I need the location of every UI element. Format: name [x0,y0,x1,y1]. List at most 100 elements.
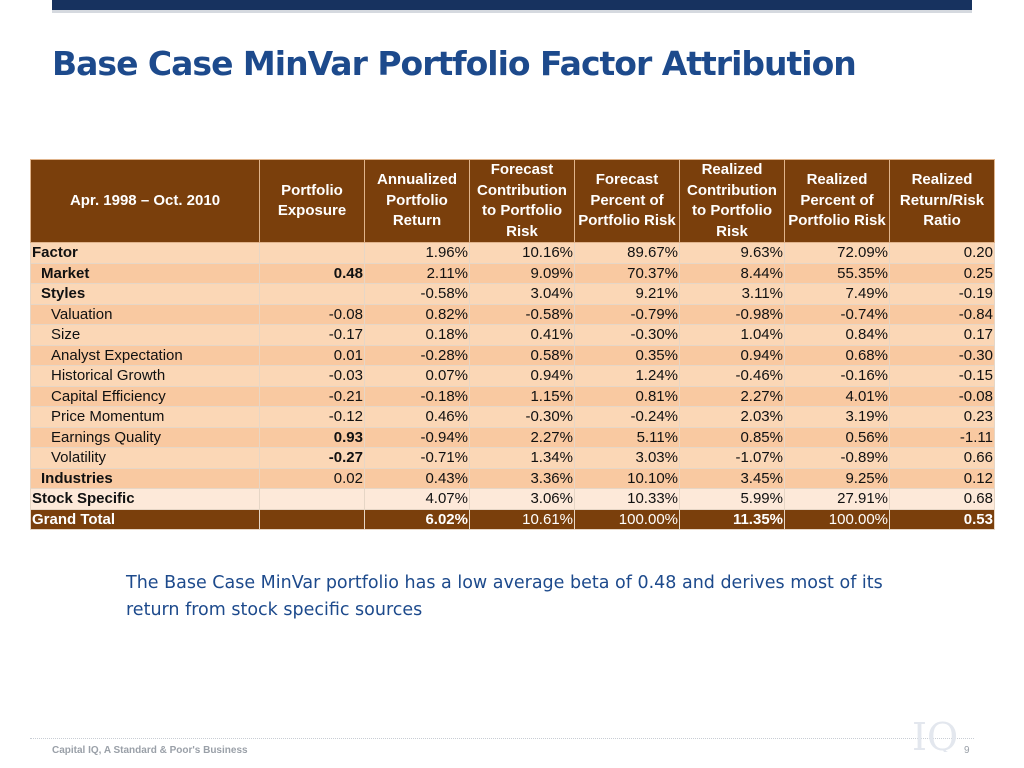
row-label: Volatility [30,447,260,469]
table-row: Volatility -0.27 -0.71% 1.34% 3.03% -1.07% -0.… [30,447,995,469]
header-forecast-percent: Forecast Percent of Portfolio Risk [574,159,680,243]
cell-annualized-return: -0.58% [364,283,470,305]
cell-forecast-contribution: 3.06% [469,488,575,510]
cell-forecast-contribution: 0.58% [469,344,575,366]
total-forecast-contribution: 10.61% [469,508,575,530]
cell-return-risk-ratio: 0.20 [889,242,995,264]
cell-realized-percent: 27.91% [784,488,890,510]
cell-realized-percent: 0.68% [784,344,890,366]
total-realized-percent: 100.00% [784,508,890,530]
cell-forecast-percent: 5.11% [574,426,680,448]
cell-forecast-percent: 89.67% [574,242,680,264]
cell-annualized-return: -0.28% [364,344,470,366]
cell-portfolio-exposure: -0.12 [259,406,365,428]
cell-portfolio-exposure: 0.01 [259,344,365,366]
header-realized-percent: Realized Percent of Portfolio Risk [784,159,890,243]
cell-realized-contribution: -1.07% [679,447,785,469]
cell-portfolio-exposure: -0.21 [259,385,365,407]
footer-text: Capital IQ, A Standard & Poor's Business [52,745,248,756]
cell-forecast-percent: -0.30% [574,324,680,346]
header-realized-contribution: Realized Contribution to Portfolio Risk [679,159,785,243]
cell-forecast-contribution: -0.58% [469,303,575,325]
slide-title: Base Case MinVar Portfolio Factor Attrib… [52,44,857,83]
table-row: Stock Specific 4.07% 3.06% 10.33% 5.99% 27.91… [30,488,995,510]
cell-portfolio-exposure: -0.27 [259,447,365,469]
table-row: Price Momentum -0.12 0.46% -0.30% -0.24% 2.03… [30,406,995,428]
cell-realized-percent: 0.56% [784,426,890,448]
cell-annualized-return: 1.96% [364,242,470,264]
total-annualized-return: 6.02% [364,508,470,530]
cell-forecast-percent: -0.79% [574,303,680,325]
row-label: Historical Growth [30,365,260,387]
table-row: Styles -0.58% 3.04% 9.21% 3.11% 7.49% -0.19 [30,283,995,305]
cell-realized-contribution: 5.99% [679,488,785,510]
cell-annualized-return: -0.18% [364,385,470,407]
top-accent-shadow [52,10,972,13]
grand-total-row: Grand Total 6.02% 10.61% 100.00% 11.35% 100.0… [30,508,995,530]
cell-forecast-contribution: 1.15% [469,385,575,407]
row-label: Industries [30,467,260,489]
cell-portfolio-exposure: -0.03 [259,365,365,387]
capital-iq-logo: IQ [912,715,958,752]
cell-realized-contribution: 3.11% [679,283,785,305]
header-period: Apr. 1998 – Oct. 2010 [30,159,260,243]
table-row: Industries 0.02 0.43% 3.36% 10.10% 3.45% 9.25%… [30,467,995,489]
cell-forecast-contribution: -0.30% [469,406,575,428]
cell-return-risk-ratio: 0.12 [889,467,995,489]
cell-realized-percent: 4.01% [784,385,890,407]
cell-return-risk-ratio: -0.84 [889,303,995,325]
cell-forecast-percent: 0.81% [574,385,680,407]
cell-portfolio-exposure [259,488,365,510]
cell-portfolio-exposure: -0.17 [259,324,365,346]
cell-forecast-percent: 3.03% [574,447,680,469]
cell-annualized-return: -0.71% [364,447,470,469]
cell-realized-contribution: 2.27% [679,385,785,407]
cell-forecast-percent: 9.21% [574,283,680,305]
cell-return-risk-ratio: -0.08 [889,385,995,407]
footer-divider [30,738,974,739]
table-row: Factor 1.96% 10.16% 89.67% 9.63% 72.09% 0.20 [30,242,995,264]
header-return-risk-ratio: Realized Return/Risk Ratio [889,159,995,243]
cell-forecast-contribution: 10.16% [469,242,575,264]
cell-portfolio-exposure: -0.08 [259,303,365,325]
table-row: Market 0.48 2.11% 9.09% 70.37% 8.44% 55.35% 0.2… [30,262,995,284]
cell-return-risk-ratio: -0.30 [889,344,995,366]
row-label: Size [30,324,260,346]
top-accent-band [52,0,972,10]
row-label: Price Momentum [30,406,260,428]
cell-realized-contribution: 8.44% [679,262,785,284]
cell-realized-percent: 3.19% [784,406,890,428]
cell-annualized-return: -0.94% [364,426,470,448]
cell-annualized-return: 2.11% [364,262,470,284]
row-label: Capital Efficiency [30,385,260,407]
cell-forecast-contribution: 2.27% [469,426,575,448]
total-label: Grand Total [30,508,260,530]
row-label: Earnings Quality [30,426,260,448]
cell-realized-percent: 0.84% [784,324,890,346]
header-annualized-return: Annualized Portfolio Return [364,159,470,243]
cell-forecast-percent: 10.33% [574,488,680,510]
total-forecast-percent: 100.00% [574,508,680,530]
cell-forecast-contribution: 0.94% [469,365,575,387]
header-forecast-contribution: Forecast Contribution to Portfolio Risk [469,159,575,243]
page-number: 9 [964,745,970,756]
cell-realized-contribution: 0.94% [679,344,785,366]
row-label: Valuation [30,303,260,325]
cell-realized-contribution: 9.63% [679,242,785,264]
cell-realized-percent: 55.35% [784,262,890,284]
cell-annualized-return: 0.18% [364,324,470,346]
cell-realized-contribution: -0.98% [679,303,785,325]
table-row: Size -0.17 0.18% 0.41% -0.30% 1.04% 0.84% 0.17 [30,324,995,346]
row-label: Analyst Expectation [30,344,260,366]
cell-annualized-return: 0.82% [364,303,470,325]
cell-forecast-contribution: 1.34% [469,447,575,469]
cell-realized-percent: 7.49% [784,283,890,305]
cell-realized-percent: 9.25% [784,467,890,489]
row-label: Stock Specific [30,488,260,510]
cell-forecast-percent: 10.10% [574,467,680,489]
total-portfolio-exposure [259,508,365,530]
cell-portfolio-exposure: 0.02 [259,467,365,489]
cell-annualized-return: 4.07% [364,488,470,510]
cell-portfolio-exposure [259,242,365,264]
table-row: Valuation -0.08 0.82% -0.58% -0.79% -0.98% -0.… [30,303,995,325]
